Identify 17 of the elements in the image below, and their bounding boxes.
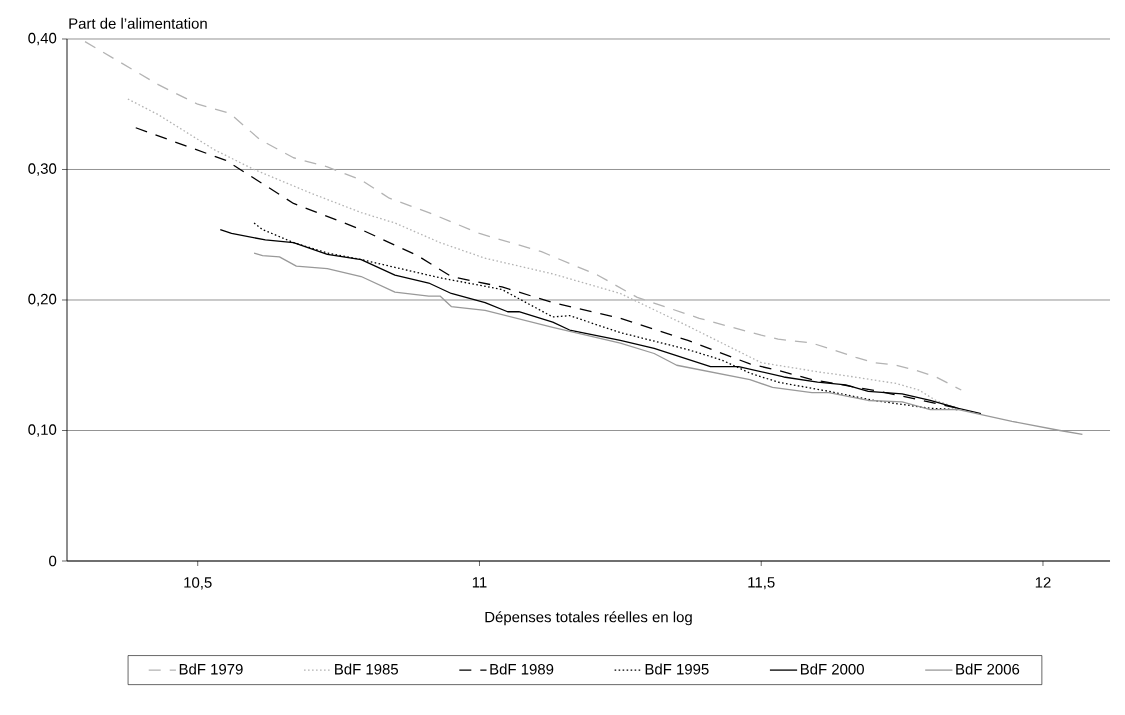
legend-label: BdF 2006	[956, 663, 1020, 675]
x-tick-label: 11,5	[748, 577, 775, 590]
y-tick-label: 0,40	[28, 32, 57, 46]
x-axis-title: Dépenses totales réelles en log	[485, 611, 692, 626]
x-tick-label: 10,5	[184, 577, 212, 590]
y-tick-label: 0	[49, 555, 57, 567]
y-tick-label: 0,20	[28, 293, 57, 307]
x-tick-label: 11	[472, 577, 487, 588]
y-tick-label: 0,30	[28, 163, 57, 176]
y-axis-title: Part de l’alimentation	[69, 17, 207, 29]
legend-label: BdF 1989	[490, 663, 554, 675]
legend-label: BdF 2000	[800, 663, 864, 675]
legend-label: BdF 1979	[179, 663, 243, 675]
legend-label: BdF 1995	[645, 663, 709, 675]
legend-label: BdF 1985	[335, 663, 399, 675]
y-tick-label: 0,10	[28, 424, 57, 437]
x-tick-label: 12	[1035, 577, 1051, 588]
